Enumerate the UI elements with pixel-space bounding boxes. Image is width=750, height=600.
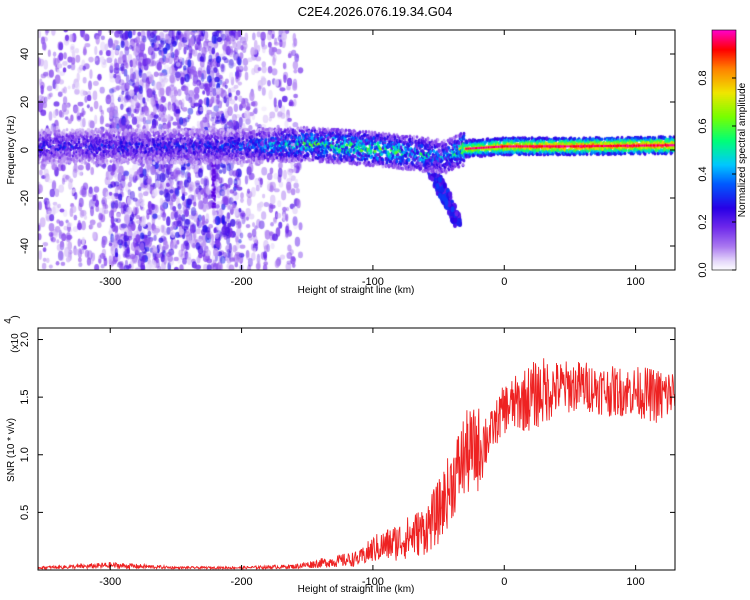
spectrogram-xtick-label: -300 <box>99 276 121 288</box>
colorbar-tick-label: 0.2 <box>697 214 709 229</box>
colorbar-tick-label: 0.6 <box>697 118 709 133</box>
snr-multiplier-exponent: 4 <box>3 318 14 324</box>
snr-series-line <box>38 358 676 571</box>
colorbar-tick-label: 0.4 <box>697 166 709 181</box>
spectrogram-xtick-label: 0 <box>501 276 507 288</box>
spectrogram-heatmap <box>38 30 675 270</box>
snr-xtick-label: -300 <box>99 576 121 588</box>
snr-multiplier-label: (x10 <box>10 333 21 353</box>
snr-ylabel: SNR (10 * v/v) <box>6 418 17 482</box>
snr-ytick-label: 0.5 <box>19 505 31 520</box>
spectrogram-canvas <box>38 30 675 270</box>
spectrogram-ytick-label: 40 <box>19 48 31 60</box>
spectrogram-frame <box>37 29 676 271</box>
snr-xtick-label: 100 <box>626 576 644 588</box>
spectrogram-xtick-label: -100 <box>362 276 384 288</box>
snr-xtick-label: -100 <box>362 576 384 588</box>
snr-xtick-label: -200 <box>231 576 253 588</box>
spectrogram-ylabel: Frequency (Hz) <box>6 116 17 185</box>
colorbar-tick-label: 0.8 <box>697 70 709 85</box>
snr-frame <box>37 327 676 571</box>
spectrogram-ytick-label: 20 <box>19 96 31 108</box>
spectrogram-xtick-label: 100 <box>626 276 644 288</box>
snr-ytick-label: 1.0 <box>19 447 31 462</box>
spectrogram-xlabel: Height of straight line (km) <box>298 285 415 296</box>
figure-title: C2E4.2026.076.19.34.G04 <box>298 4 453 19</box>
colorbar-canvas <box>712 30 736 270</box>
colorbar <box>712 30 736 270</box>
spectrogram-ytick-label: 0 <box>19 147 31 153</box>
colorbar-frame <box>711 29 737 271</box>
colorbar-label: Normalized spectral amplitude <box>737 82 748 217</box>
snr-xlabel: Height of straight line (km) <box>298 584 415 595</box>
snr-ytick-label: 2.0 <box>19 332 31 347</box>
spectrogram-ytick-label: -20 <box>19 190 31 206</box>
snr-multiplier-close: ) <box>10 315 21 318</box>
snr-xtick-label: 0 <box>501 576 507 588</box>
spectrogram-ytick-label: -40 <box>19 238 31 254</box>
spectrogram-xtick-label: -200 <box>231 276 253 288</box>
snr-ytick-label: 1.5 <box>19 389 31 404</box>
colorbar-tick-label: 0.0 <box>697 262 709 277</box>
